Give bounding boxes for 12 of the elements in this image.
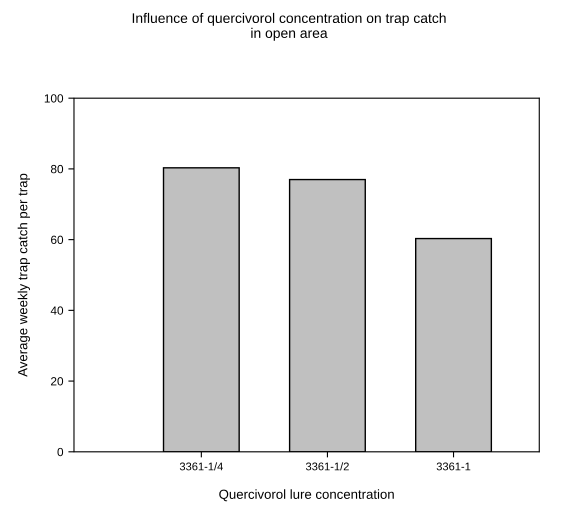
x-tick-label: 3361-1/4 (180, 462, 223, 470)
y-tick-label: 0 (57, 448, 64, 456)
chart-title: Influence of quercivorol concentration on trap catch in open area (132, 12, 446, 41)
y-tick-label: 80 (50, 164, 64, 174)
y-tick-label: 60 (51, 236, 64, 244)
x-tick-label: 3361-1 (436, 462, 470, 470)
y-tick-label: 20 (51, 377, 64, 386)
y-axis-title: Average weekly trap catch per trap (18, 174, 30, 377)
y-tick-label: 40 (50, 306, 64, 315)
y-tick-label: 100 (44, 94, 64, 103)
x-axis-title: Quercivorol lure concentration (219, 489, 394, 502)
x-tick-label: 3361-1/2 (306, 462, 349, 470)
